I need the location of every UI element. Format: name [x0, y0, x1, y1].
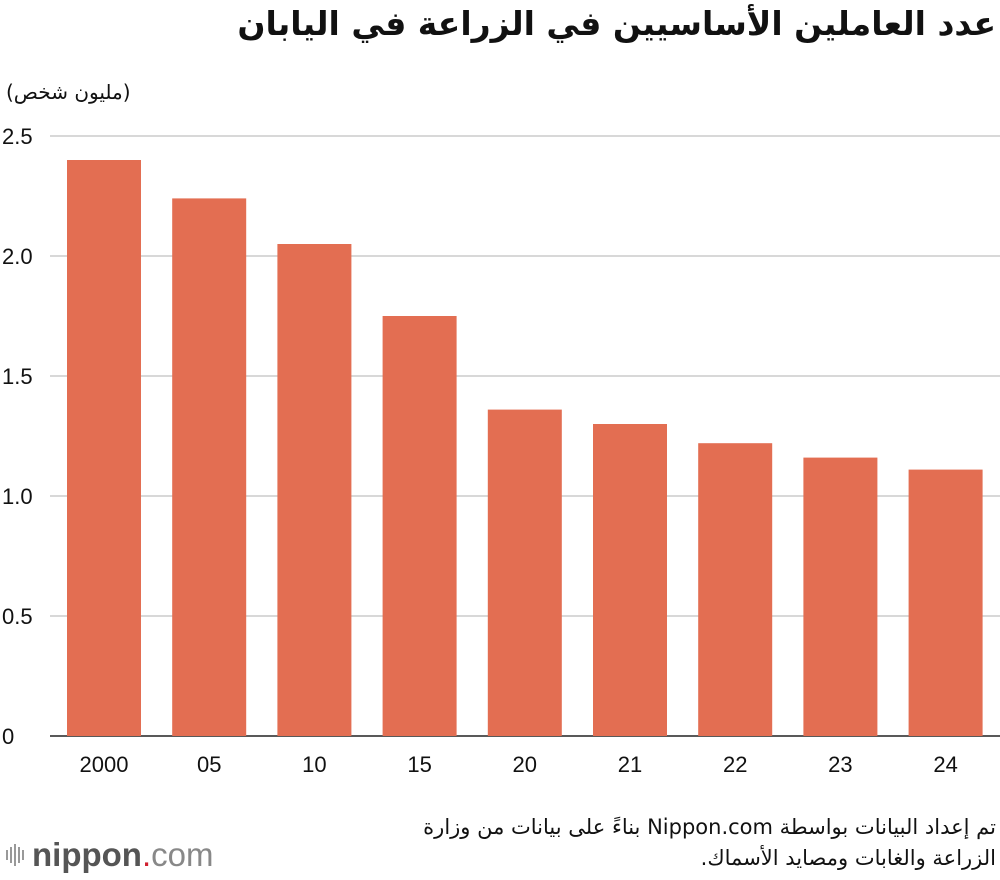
bar-2000 — [67, 160, 141, 736]
nippon-logo: nippon. com — [6, 836, 213, 874]
bar-10 — [277, 244, 352, 736]
x-tick-label: 05 — [197, 752, 221, 777]
y-tick-label: 2.0 — [2, 244, 33, 269]
logo-name: nippon — [32, 836, 142, 873]
x-tick-label: 15 — [407, 752, 431, 777]
y-tick-label: 2.5 — [2, 124, 33, 149]
y-axis-unit-label: (مليون شخص) — [6, 80, 131, 104]
x-tick-label: 21 — [618, 752, 642, 777]
logo-tld: com — [151, 836, 214, 873]
x-tick-label: 23 — [828, 752, 852, 777]
y-tick-label: 0.5 — [2, 604, 33, 629]
x-tick-label: 22 — [723, 752, 747, 777]
bar-22 — [698, 443, 773, 736]
y-tick-label: 1.5 — [2, 364, 33, 389]
bar-24 — [908, 469, 983, 736]
logo-dot: . — [141, 836, 152, 873]
bar-20 — [487, 409, 562, 736]
chart-title: عدد العاملين الأساسيين في الزراعة في الي… — [237, 4, 996, 43]
bar-15 — [382, 316, 457, 736]
x-tick-label: 24 — [933, 752, 957, 777]
x-tick-label: 20 — [513, 752, 537, 777]
bar-05 — [172, 198, 247, 736]
source-note: تم إعداد البيانات بواسطة Nippon.com بناء… — [423, 815, 996, 870]
y-tick-label: 0 — [2, 724, 14, 749]
bar-chart: 0 0.5 1.0 1.5 2.0 2.5 2000 05 10 15 20 21 22 23 24 — [2, 124, 1000, 777]
logo-mark-icon — [6, 844, 24, 866]
bar-21 — [593, 424, 667, 736]
y-tick-label: 1.0 — [2, 484, 33, 509]
x-tick-label: 2000 — [80, 752, 129, 777]
bar-23 — [803, 457, 878, 736]
x-tick-label: 10 — [302, 752, 326, 777]
